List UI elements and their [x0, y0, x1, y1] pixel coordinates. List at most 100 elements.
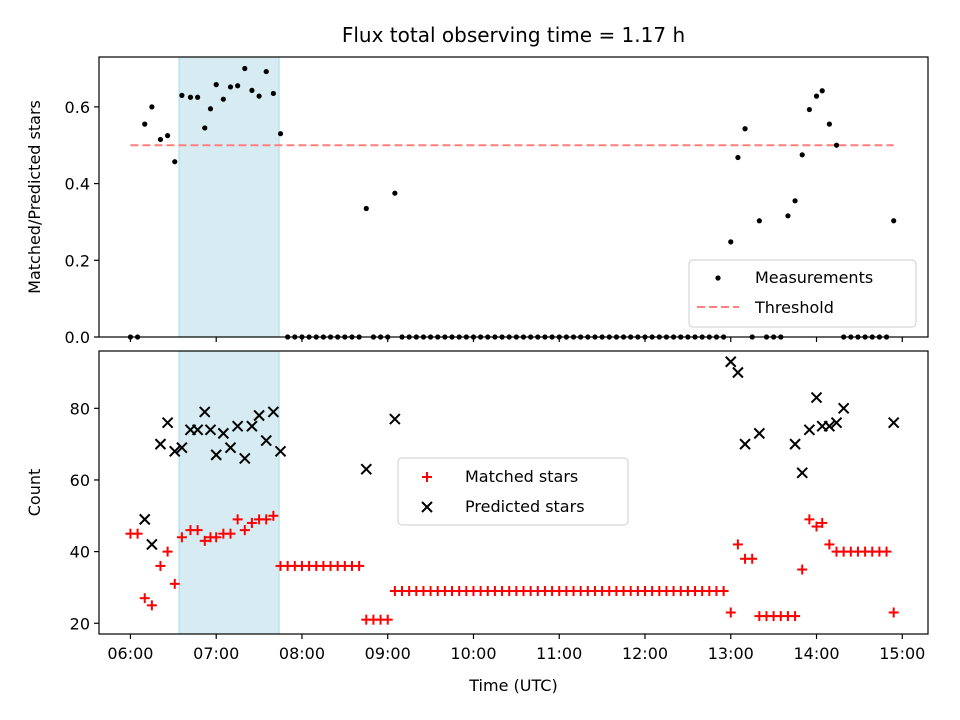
marker-stroke [421, 501, 433, 513]
measurement-point [742, 126, 748, 132]
x-tick-label: 15:00 [879, 644, 925, 663]
measurement-point [363, 205, 369, 212]
matched-star-point [354, 560, 365, 571]
x-tick-label: 08:00 [279, 644, 325, 663]
matched-star-point [817, 517, 828, 528]
marker-stroke [191, 424, 204, 436]
matched-star-point [725, 607, 736, 618]
predicted-star-point [803, 424, 816, 436]
matched-star-point [382, 614, 393, 625]
marker-stroke [274, 445, 287, 458]
predicted-star-point [169, 445, 181, 458]
y-tick-label: 60 [70, 471, 90, 490]
measurement-point [242, 65, 248, 72]
measurement-point [813, 93, 820, 99]
measurement-point [728, 239, 734, 245]
marker-stroke [837, 402, 850, 415]
matched-star-point [246, 517, 257, 528]
matched-star-point [239, 525, 250, 536]
measurement-point [179, 92, 185, 98]
marker-stroke [146, 538, 158, 551]
marker-stroke [217, 427, 230, 440]
matched-star-point [261, 514, 272, 525]
legend-matched-label: Matched stars [465, 467, 578, 486]
legend-predicted-marker [421, 501, 433, 513]
measurement-point [213, 82, 219, 88]
x-tick-label: 13:00 [708, 644, 754, 663]
y-tick-label: 80 [70, 399, 90, 418]
legend-box [688, 259, 917, 328]
predicted-star-point [274, 445, 287, 458]
predicted-star-point [176, 442, 188, 454]
matched-star-point [169, 578, 180, 589]
marker-stroke [803, 424, 816, 436]
measurement-point [392, 190, 398, 196]
predicted-star-point [796, 467, 808, 479]
predicted-star-point [389, 413, 401, 425]
predicted-star-point [199, 406, 211, 418]
predicted-star-point [739, 438, 751, 450]
x-tick-label: 14:00 [793, 644, 839, 663]
measurement-point [263, 68, 269, 75]
marker-stroke [169, 445, 181, 458]
predicted-star-point [253, 409, 265, 422]
marker-stroke [161, 416, 174, 429]
predicted-star-point [191, 424, 204, 436]
marker-stroke [246, 420, 258, 432]
predicted-star-point [360, 463, 372, 475]
predicted-star-point [139, 513, 151, 526]
measurement-point [785, 213, 791, 219]
marker-stroke [224, 442, 237, 454]
predicted-star-point [231, 420, 244, 432]
matched-star-point [797, 564, 808, 575]
measurement-point [207, 106, 214, 112]
marker-stroke [154, 438, 167, 450]
predicted-star-point [246, 420, 258, 432]
marker-stroke [253, 409, 265, 422]
predicted-star-point [823, 420, 836, 432]
legend-box [397, 457, 629, 526]
marker-stroke [887, 416, 900, 429]
measurement-point [799, 152, 805, 158]
marker-stroke [796, 467, 808, 479]
highlight-span [178, 56, 280, 338]
legend-threshold-label: Threshold [754, 298, 834, 317]
marker-stroke [739, 438, 751, 450]
matched-star-point [790, 611, 801, 622]
marker-stroke [753, 427, 766, 440]
marker-stroke [204, 424, 217, 436]
matched-star-point [747, 553, 758, 564]
matched-star-point [811, 521, 822, 532]
predicted-star-point [732, 366, 744, 379]
marker-stroke [789, 438, 801, 450]
x-axis-label: Time (UTC) [468, 676, 557, 695]
predicted-star-point [260, 434, 272, 447]
predicted-star-point [810, 391, 823, 404]
matched-star-point [881, 546, 892, 557]
ratio-panel: 0.0 0.2 0.4 0.6 Matched/Predicted stars Measu… [25, 56, 929, 347]
matched-star-point [804, 514, 815, 525]
matched-star-point [199, 535, 210, 546]
y-tick-label: 0.2 [65, 251, 90, 270]
measurement-point [157, 136, 164, 143]
legend-measurements-label: Measurements [755, 268, 873, 287]
matched-star-point [162, 546, 173, 557]
predicted-star-point [161, 416, 174, 429]
predicted-star-point [204, 424, 217, 436]
y-axis-label: Matched/Predicted stars [25, 100, 44, 294]
x-tick-label: 09:00 [365, 644, 411, 663]
x-tick-label: 06:00 [107, 644, 153, 663]
marker-stroke [360, 463, 372, 475]
predicted-star-point [887, 416, 900, 429]
marker-stroke [389, 413, 401, 425]
measurement-point [256, 93, 262, 99]
y-tick-label: 0.4 [65, 175, 90, 194]
matched-star-point [176, 532, 187, 543]
measurement-point [792, 198, 798, 204]
legend-matched-marker [422, 472, 432, 482]
measurement-point [195, 94, 201, 100]
x-tick-label: 11:00 [536, 644, 582, 663]
measurement-point [165, 133, 171, 139]
predicted-star-point [725, 356, 737, 368]
marker-stroke [732, 366, 744, 379]
